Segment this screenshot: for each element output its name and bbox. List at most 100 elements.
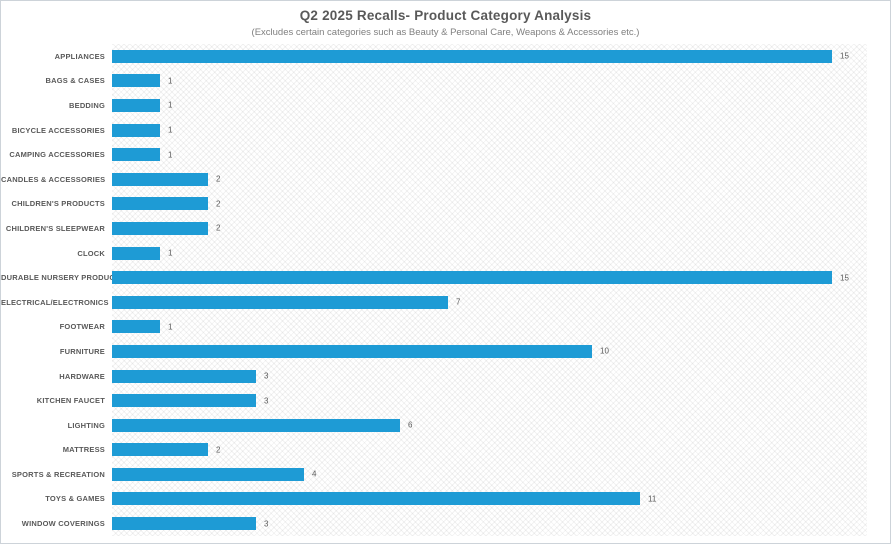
bar-track: 1 bbox=[112, 123, 890, 137]
bar-track: 15 bbox=[112, 49, 890, 63]
chart-title: Q2 2025 Recalls- Product Category Analys… bbox=[299, 8, 592, 23]
bar-row: TOYS & GAMES 11 bbox=[1, 487, 890, 512]
bar-track: 7 bbox=[112, 295, 890, 309]
category-label: TOYS & GAMES bbox=[45, 494, 105, 504]
bar-row: CANDLES & ACCESSORIES 2 bbox=[1, 167, 890, 192]
bar[interactable] bbox=[112, 98, 160, 112]
category-label: BAGS & CASES bbox=[45, 76, 105, 86]
value-label: 2 bbox=[216, 199, 221, 209]
value-label: 7 bbox=[456, 297, 461, 307]
bar-row: BICYCLE ACCESSORIES 1 bbox=[1, 118, 890, 143]
bar-row: FURNITURE 10 bbox=[1, 339, 890, 364]
value-label: 1 bbox=[168, 150, 173, 160]
bar[interactable] bbox=[112, 295, 448, 309]
bar-track: 3 bbox=[112, 369, 890, 383]
bar[interactable] bbox=[112, 221, 208, 235]
bar-row: CHILDREN'S PRODUCTS 2 bbox=[1, 192, 890, 217]
bar[interactable] bbox=[112, 443, 208, 457]
bar-track: 1 bbox=[112, 74, 890, 88]
bar-track: 6 bbox=[112, 418, 890, 432]
value-label: 15 bbox=[840, 273, 849, 283]
value-label: 3 bbox=[264, 396, 269, 406]
bar[interactable] bbox=[112, 74, 160, 88]
category-label: HARDWARE bbox=[59, 371, 105, 381]
bar-track: 1 bbox=[112, 98, 890, 112]
category-label: FURNITURE bbox=[59, 346, 105, 356]
bar[interactable] bbox=[112, 49, 832, 63]
bar[interactable] bbox=[112, 394, 256, 408]
category-label: BEDDING bbox=[69, 100, 105, 110]
bar[interactable] bbox=[112, 320, 160, 334]
value-label: 1 bbox=[168, 322, 173, 332]
bar-track: 11 bbox=[112, 492, 890, 506]
bar[interactable] bbox=[112, 123, 160, 137]
bar-track: 2 bbox=[112, 197, 890, 211]
bar-track: 3 bbox=[112, 394, 890, 408]
value-label: 4 bbox=[312, 469, 317, 479]
value-label: 1 bbox=[168, 125, 173, 135]
category-label: APPLIANCES bbox=[54, 51, 105, 61]
category-label: SPORTS & RECREATION bbox=[11, 469, 105, 479]
value-label: 3 bbox=[264, 371, 269, 381]
bar[interactable] bbox=[112, 197, 208, 211]
category-label: MATTRESS bbox=[62, 445, 105, 455]
bar[interactable] bbox=[112, 418, 400, 432]
value-label: 3 bbox=[264, 519, 269, 529]
bar[interactable] bbox=[112, 492, 640, 506]
value-label: 6 bbox=[408, 420, 413, 430]
bar-track: 1 bbox=[112, 148, 890, 162]
bar[interactable] bbox=[112, 172, 208, 186]
value-label: 1 bbox=[168, 76, 173, 86]
value-label: 11 bbox=[648, 494, 657, 504]
category-label: CANDLES & ACCESSORIES bbox=[1, 174, 106, 184]
category-label: KITCHEN FAUCET bbox=[36, 396, 105, 406]
category-label: CHILDREN'S PRODUCTS bbox=[11, 199, 105, 209]
bar[interactable] bbox=[112, 246, 160, 260]
value-label: 15 bbox=[840, 51, 849, 61]
bar-track: 2 bbox=[112, 172, 890, 186]
bar-row: SPORTS & RECREATION 4 bbox=[1, 462, 890, 487]
category-label: FOOTWEAR bbox=[59, 322, 105, 332]
bar[interactable] bbox=[112, 148, 160, 162]
category-label: BICYCLE ACCESSORIES bbox=[11, 125, 105, 135]
value-label: 2 bbox=[216, 223, 221, 233]
bar-row: MATTRESS 2 bbox=[1, 438, 890, 463]
value-label: 1 bbox=[168, 100, 173, 110]
bar-track: 4 bbox=[112, 467, 890, 481]
value-label: 1 bbox=[168, 248, 173, 258]
bar-track: 2 bbox=[112, 221, 890, 235]
bar-rows: APPLIANCES 15 BAGS & CASES 1 BEDDING 1 B… bbox=[1, 44, 890, 536]
bar[interactable] bbox=[112, 467, 304, 481]
category-label: CHILDREN'S SLEEPWEAR bbox=[5, 223, 105, 233]
bar[interactable] bbox=[112, 271, 832, 285]
bar-row: HARDWARE 3 bbox=[1, 364, 890, 389]
value-label: 2 bbox=[216, 445, 221, 455]
bar-row: CHILDREN'S SLEEPWEAR 2 bbox=[1, 216, 890, 241]
value-label: 10 bbox=[600, 346, 609, 356]
bar-row: LIGHTING 6 bbox=[1, 413, 890, 438]
category-label: ELECTRICAL/ELECTRONICS bbox=[1, 297, 109, 307]
bar[interactable] bbox=[112, 369, 256, 383]
bar-track: 3 bbox=[112, 517, 890, 531]
category-label: WINDOW COVERINGS bbox=[21, 519, 105, 529]
bar[interactable] bbox=[112, 517, 256, 531]
bar-row: APPLIANCES 15 bbox=[1, 44, 890, 69]
bar-row: WINDOW COVERINGS 3 bbox=[1, 511, 890, 536]
bar-row: DURABLE NURSERY PRODUCT 15 bbox=[1, 265, 890, 290]
bar-row: ELECTRICAL/ELECTRONICS 7 bbox=[1, 290, 890, 315]
category-label: LIGHTING bbox=[67, 420, 105, 430]
bar-track: 1 bbox=[112, 246, 890, 260]
bar-row: FOOTWEAR 1 bbox=[1, 315, 890, 340]
bar-track: 1 bbox=[112, 320, 890, 334]
bar-track: 2 bbox=[112, 443, 890, 457]
bar-row: BAGS & CASES 1 bbox=[1, 69, 890, 94]
bar-row: CAMPING ACCESSORIES 1 bbox=[1, 142, 890, 167]
chart-subtitle: (Excludes certain categories such as Bea… bbox=[251, 27, 640, 38]
bar-row: BEDDING 1 bbox=[1, 93, 890, 118]
bar[interactable] bbox=[112, 344, 592, 358]
category-label: CLOCK bbox=[77, 248, 105, 258]
category-label: DURABLE NURSERY PRODUCT bbox=[1, 273, 120, 283]
value-label: 2 bbox=[216, 174, 221, 184]
bar-row: KITCHEN FAUCET 3 bbox=[1, 388, 890, 413]
